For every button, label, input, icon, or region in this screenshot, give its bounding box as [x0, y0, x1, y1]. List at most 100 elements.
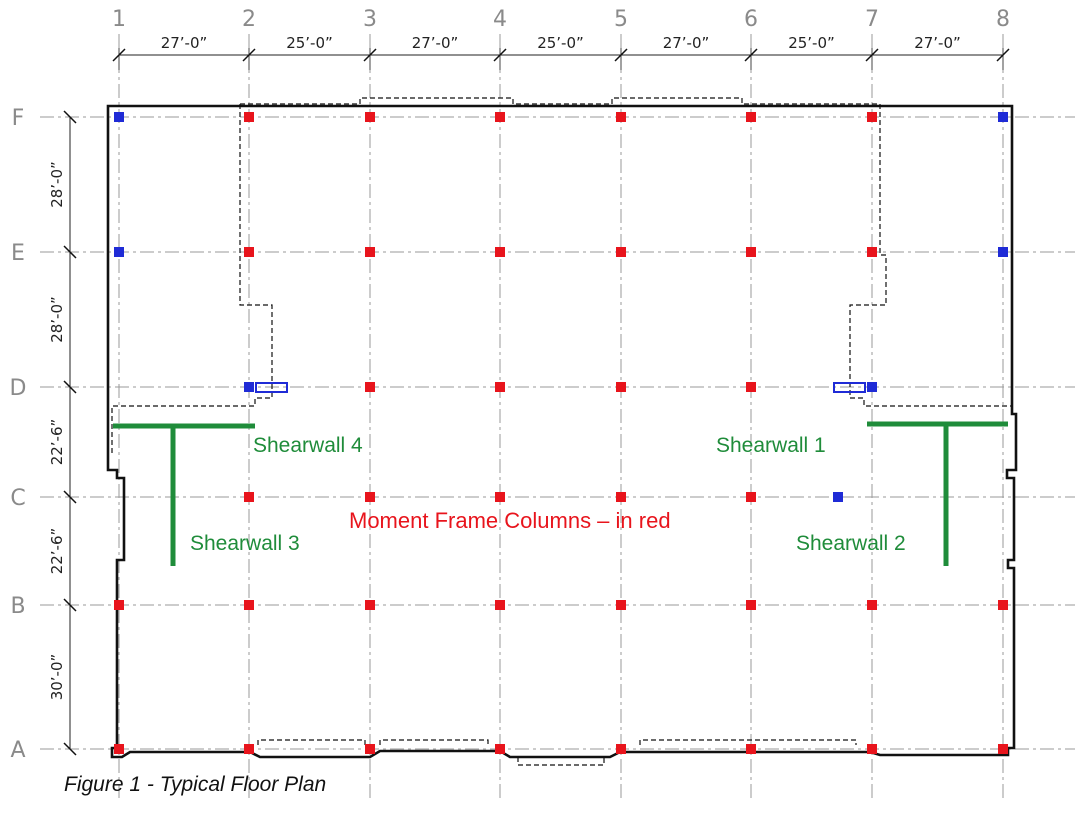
grid-label-col-2: 2	[242, 7, 256, 32]
moment-column-1B	[114, 600, 124, 610]
gravity-column-1F	[114, 112, 124, 122]
grid-label-col-3: 3	[363, 7, 377, 32]
moment-column-5A	[616, 744, 626, 754]
dim-label-y: 28’-0”	[48, 296, 66, 343]
moment-column-8A	[998, 744, 1008, 754]
dim-label-y: 30’-0”	[48, 654, 66, 701]
outline-dashed	[111, 97, 1012, 766]
grid-label-row-E: E	[11, 241, 25, 266]
moment-column-2A	[244, 744, 254, 754]
grid-label-col-5: 5	[614, 7, 628, 32]
moment-column-3E	[365, 247, 375, 257]
grid-label-row-A: A	[10, 738, 25, 763]
moment-column-4F	[495, 112, 505, 122]
dim-tick-top	[112, 48, 126, 62]
grid-label-row-F: F	[12, 106, 25, 131]
dim-tick-top	[614, 48, 628, 62]
dim-label-x: 27’-0”	[663, 34, 710, 52]
grid-label-row-C: C	[10, 486, 25, 511]
moment-column-6E	[746, 247, 756, 257]
moment-column-6D	[746, 382, 756, 392]
moment-column-5F	[616, 112, 626, 122]
dim-tick-left	[63, 490, 77, 504]
gravity-column-7D	[867, 382, 877, 392]
dim-tick-top	[493, 48, 507, 62]
moment-column-4C	[495, 492, 505, 502]
moment-column-2C	[244, 492, 254, 502]
shearwall-2-label: Shearwall 2	[796, 532, 906, 555]
floor-edge-dashed	[111, 97, 1012, 766]
grid-label-col-7: 7	[865, 7, 879, 32]
moment-frame-label: Moment Frame Columns – in red	[349, 508, 671, 533]
dimension-lines: 27’-0” 25’-0” 27’-0” 25’-0” 27’-0” 25’-0” 27’-…	[48, 34, 1010, 756]
moment-column-7F	[867, 112, 877, 122]
gravity-column-8F	[998, 112, 1008, 122]
dim-label-y: 22’-6”	[48, 419, 66, 466]
moment-column-3F	[365, 112, 375, 122]
moment-column-5E	[616, 247, 626, 257]
moment-column-5D	[616, 382, 626, 392]
dim-tick-top	[865, 48, 879, 62]
grid-label-row-D: D	[10, 376, 27, 401]
moment-column-7A	[867, 744, 877, 754]
dim-tick-left	[63, 742, 77, 756]
grid-label-row-B: B	[10, 594, 25, 619]
moment-column-5B	[616, 600, 626, 610]
moment-column-6A	[746, 744, 756, 754]
dim-label-y: 22’-6”	[48, 528, 66, 575]
shearwall-4-label: Shearwall 4	[253, 434, 363, 457]
gravity-column-8E	[998, 247, 1008, 257]
gravity-column-extra	[833, 492, 843, 502]
moment-column-6B	[746, 600, 756, 610]
grid-label-col-6: 6	[744, 7, 758, 32]
dim-label-x: 25’-0”	[537, 34, 584, 52]
outline-solid	[106, 104, 1018, 759]
column-outline-2D	[255, 382, 288, 393]
columns	[114, 112, 1008, 754]
moment-column-2E	[244, 247, 254, 257]
dim-label-x: 27’-0”	[161, 34, 208, 52]
dim-tick-left	[63, 110, 77, 124]
moment-column-3B	[365, 600, 375, 610]
dim-tick-top	[996, 48, 1010, 62]
moment-column-4A	[495, 744, 505, 754]
shearwall-3-label: Shearwall 3	[190, 532, 300, 555]
grid-label-col-1: 1	[112, 7, 126, 32]
dim-label-y: 28’-0”	[48, 161, 66, 208]
grid-label-col-4: 4	[493, 7, 507, 32]
dim-tick-top	[242, 48, 256, 62]
dim-tick-top	[744, 48, 758, 62]
figure-caption: Figure 1 - Typical Floor Plan	[64, 773, 327, 796]
moment-column-2F	[244, 112, 254, 122]
moment-column-3D	[365, 382, 375, 392]
moment-column-4E	[495, 247, 505, 257]
moment-column-1A	[114, 744, 124, 754]
dim-label-x: 27’-0”	[412, 34, 459, 52]
moment-column-6C	[746, 492, 756, 502]
moment-column-4D	[495, 382, 505, 392]
moment-column-7E	[867, 247, 877, 257]
shearwall-1-label: Shearwall 1	[716, 434, 826, 457]
gravity-column-1E	[114, 247, 124, 257]
moment-column-5C	[616, 492, 626, 502]
building-outline	[106, 104, 1018, 759]
moment-column-3A	[365, 744, 375, 754]
dim-tick-left	[63, 598, 77, 612]
gravity-column-2D	[244, 382, 254, 392]
moment-column-7B	[867, 600, 877, 610]
moment-column-4B	[495, 600, 505, 610]
dim-label-x: 27’-0”	[914, 34, 961, 52]
grid-labels: 1 2 3 4 5 6 7 8 F E D C B A	[10, 7, 1010, 763]
moment-column-2B	[244, 600, 254, 610]
grid-lines	[40, 34, 1075, 800]
moment-column-6F	[746, 112, 756, 122]
moment-column-8B	[998, 600, 1008, 610]
dim-label-x: 25’-0”	[286, 34, 333, 52]
moment-column-3C	[365, 492, 375, 502]
dim-label-x: 25’-0”	[788, 34, 835, 52]
column-outline-7D	[833, 382, 866, 393]
dim-tick-left	[63, 380, 77, 394]
shearwalls	[113, 421, 1008, 566]
dim-tick-top	[363, 48, 377, 62]
